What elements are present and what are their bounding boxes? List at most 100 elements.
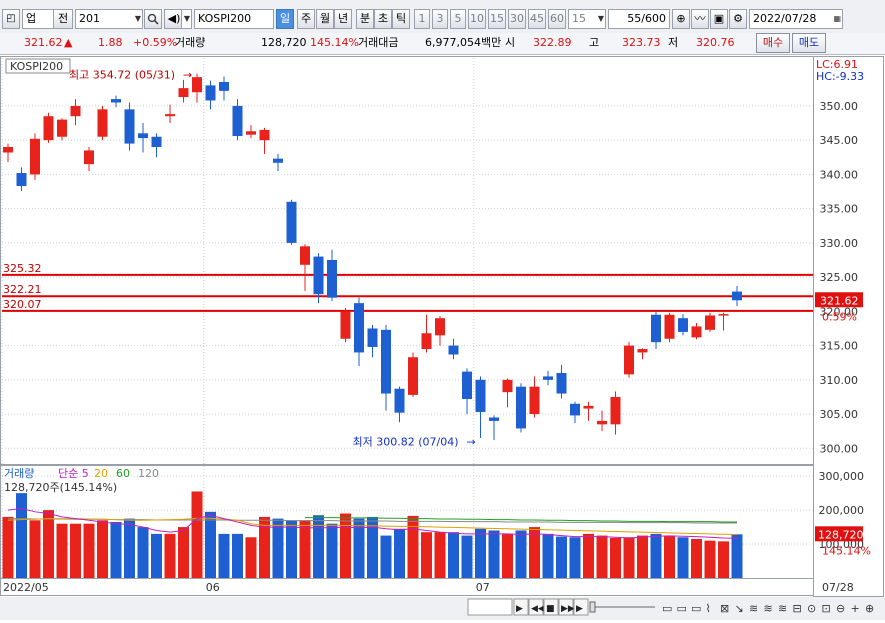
period-button-1[interactable]: 주 [297,9,315,29]
volume-bar [515,530,527,578]
interval-button-60[interactable]: 60 [548,9,566,29]
name-input-value: KOSPI200 [198,12,252,25]
volume-bar [83,523,95,578]
chart-tool-icon[interactable]: ⊙ [807,602,816,615]
scroll-nav-button[interactable] [573,598,589,616]
candle-body [246,131,256,135]
volume-bar [218,533,230,578]
crosshair-tool-icon[interactable]: ⊕ [672,9,690,29]
interval-button-45[interactable]: 45 [528,9,546,29]
chart-tool-icon[interactable]: ≋ [764,602,773,615]
candle-body [367,328,378,347]
candle-body [718,314,729,316]
count-total: /600 [641,12,666,25]
scroll-nav-button[interactable] [558,598,574,616]
history-dropdown[interactable]: ▼ [181,9,192,29]
volume-value: 128,720 [261,36,307,49]
candle-body [219,81,229,91]
volume-bar [110,522,122,578]
chart-tool-icon[interactable]: ⊕ [865,602,874,615]
count-input[interactable]: 55/600 [608,9,670,29]
interval-select-value: 15 [572,12,586,25]
chart-tool-icon[interactable]: ▭ [677,602,687,615]
period-button-5[interactable]: 초 [374,9,392,29]
calendar-icon: ▦ [833,14,841,23]
price-tick-label: 345.00 [820,134,859,147]
buy-button[interactable]: 매수 [756,33,790,53]
current-volume-tag-label: 128,720 [818,528,864,541]
line-tool-icon[interactable]: 〰 [691,9,709,29]
candle-body [138,133,148,139]
save-icon[interactable]: ▣ [710,9,728,29]
period-button-6[interactable]: 틱 [392,9,410,29]
scroll-nav-button[interactable] [513,598,529,616]
chart-tool-icon[interactable]: ⊟ [793,602,802,615]
up-arrow-icon: ▲ [64,36,73,49]
bottom-toolbar [0,597,885,620]
date-input[interactable]: 2022/07/28 ▦ [749,9,843,29]
volume-ma5-line [7,507,738,539]
current-price-tag [815,292,863,308]
volume-bar [164,533,176,578]
volume-bar [394,528,405,578]
candle-body [489,417,499,421]
chart-tool-icon[interactable]: ≋ [778,602,787,615]
interval-button-5[interactable]: 5 [450,9,466,29]
candle-body [732,291,742,301]
period-button-3[interactable]: 년 [334,9,352,29]
chart-tool-icon[interactable]: ≋ [749,602,758,615]
volume-ma-legend: 60 [116,467,130,480]
volume-bar [502,533,513,578]
interval-button-1[interactable]: 1 [414,9,430,29]
chart-tool-icon[interactable]: ▭ [662,602,672,615]
interval-button-10[interactable]: 10 [468,9,486,29]
name-input[interactable]: KOSPI200 [194,9,274,29]
candle-body [327,260,337,298]
code-input[interactable]: 201 ▼ [75,9,143,29]
chevron-down-icon: ▼ [134,14,141,23]
price-tick-label: 340.00 [820,168,859,181]
chart-area[interactable]: 350.00 345.00 340.00 335.00 330.00 325.00 320.… [0,56,885,620]
interval-select[interactable]: 15 ▼ [568,9,606,29]
max-annotation: 최고 354.72 (05/31) [69,69,175,82]
chart-tool-icon[interactable]: ⊠ [720,602,729,615]
scroll-nav-button[interactable] [528,598,544,616]
search-button[interactable] [144,9,162,29]
chart-tool-icon[interactable]: ⌇ [706,602,711,615]
amount-value: 6,977,054백만 [425,36,502,49]
window-menu-icon[interactable]: ◰ [2,9,20,29]
chart-tool-icon[interactable]: ⊡ [822,602,831,615]
sell-button[interactable]: 매도 [792,33,826,53]
candle-body [259,129,270,141]
chart-tool-icon[interactable]: + [851,602,860,615]
period-button-2[interactable]: 월 [316,9,334,29]
candle-body [610,396,621,425]
interval-button-15[interactable]: 15 [488,9,506,29]
sound-icon[interactable]: ◀) [164,9,184,29]
price-tick-label: 335.00 [820,203,859,216]
period-button-4[interactable]: 분 [356,9,374,29]
previous-button[interactable]: 전 [53,9,73,29]
volume-tick-label: 200,000 [819,504,865,517]
price-panel-frame [0,56,814,465]
chart-tool-icon[interactable]: ↘ [735,602,744,615]
volume-ma-legend: 단순 5 [58,467,89,480]
volume-bar [353,518,365,578]
change-pct-tag: 0.59% [822,310,857,323]
scroll-nav-icon: ◀◀ [531,604,545,614]
scroll-nav-button[interactable] [543,598,559,616]
volume-ma-legend: 120 [138,467,159,480]
horizontal-line-label: 322.21 [3,283,42,296]
settings-gear-icon[interactable]: ⚙ [729,9,747,29]
volume-bar [529,527,540,578]
interval-button-30[interactable]: 30 [508,9,526,29]
period-button-0[interactable]: 일 [276,9,294,29]
horizontal-line-label: 325.32 [3,262,42,275]
chart-tool-icon[interactable]: ▭ [691,602,701,615]
candle-body [408,357,418,395]
candle-body [705,315,715,330]
volume-bar [596,535,608,578]
chart-tool-icon[interactable]: ⊖ [836,602,845,615]
interval-button-3[interactable]: 3 [432,9,448,29]
candlestick-chart[interactable]: 350.00 345.00 340.00 335.00 330.00 325.00 320.… [0,56,885,620]
